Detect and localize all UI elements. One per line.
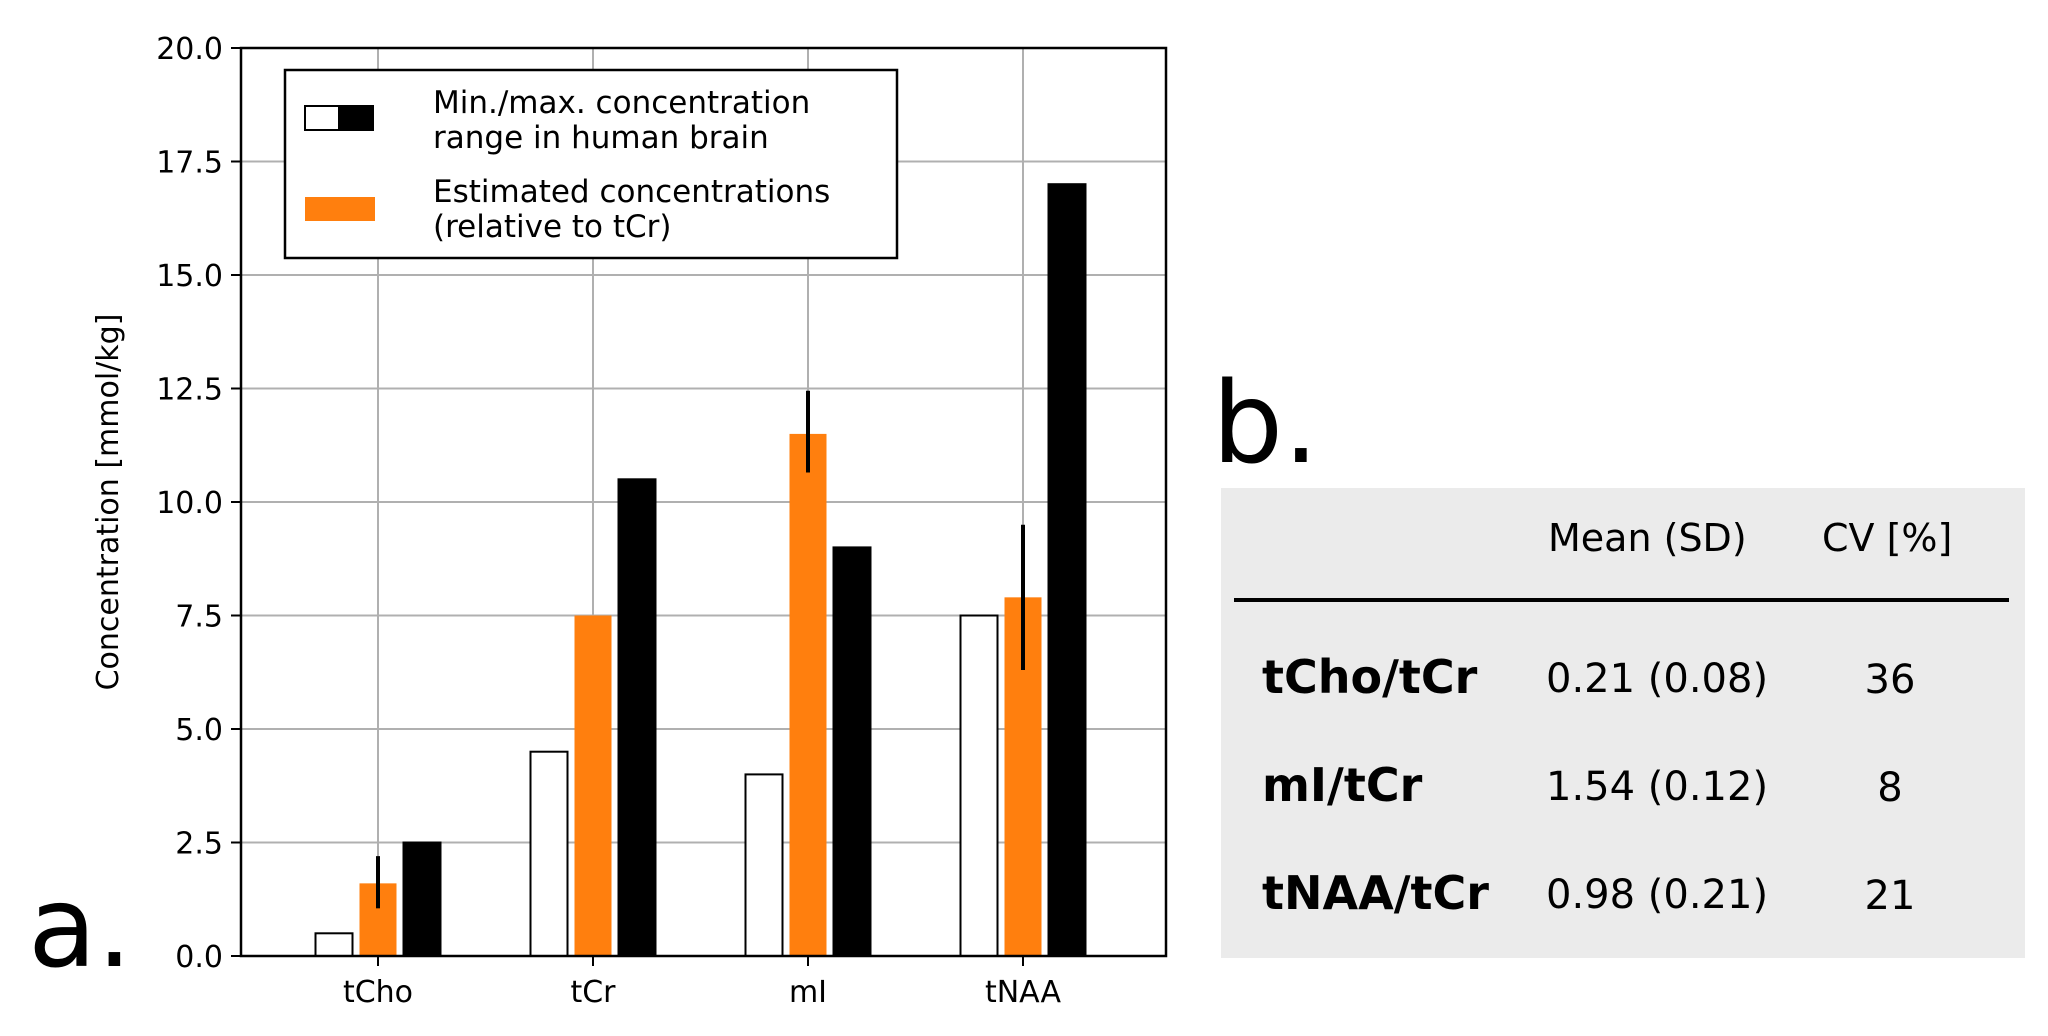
y-tick-label: 7.5 — [175, 600, 223, 635]
panel-label-b: b. — [1212, 359, 1319, 489]
y-tick-label: 12.5 — [156, 373, 223, 408]
x-tick-label: tNAA — [985, 975, 1062, 1010]
bar-max-tcr — [617, 478, 657, 957]
legend: Min./max. concentration range in human b… — [283, 68, 899, 260]
x-tick-label: tCho — [343, 975, 413, 1010]
row-cv-mi: 8 — [1877, 765, 1903, 811]
legend-range-line2: range in human brain — [433, 120, 769, 156]
bar-min-tcho — [314, 932, 354, 957]
x-tick-label: mI — [789, 975, 827, 1010]
row-mean-mi: 1.54 (0.12) — [1546, 764, 1769, 810]
legend-range-line1: Min./max. concentration — [433, 85, 810, 121]
bar-max-mi — [832, 546, 872, 958]
legend-box — [283, 68, 899, 260]
row-cv-tnaa: 21 — [1864, 873, 1916, 919]
y-tick-label: 20.0 — [156, 32, 223, 67]
y-tick-label: 5.0 — [175, 713, 223, 748]
y-tick-label: 2.5 — [175, 827, 223, 862]
row-label-tnaa: tNAA/tCr — [1262, 866, 1489, 920]
row-mean-tnaa: 0.98 (0.21) — [1546, 872, 1769, 918]
y-tick-label: 15.0 — [156, 259, 223, 294]
legend-min-swatch — [304, 105, 340, 131]
bar-max-tnaa — [1047, 183, 1087, 957]
y-tick-label: 10.0 — [156, 486, 223, 521]
row-cv-tcho: 36 — [1864, 657, 1916, 703]
y-axis-label: Concentration [mmol/kg] — [91, 314, 126, 691]
legend-estimated-line1: Estimated concentrations — [433, 174, 830, 210]
stats-table — [1221, 488, 2025, 958]
legend-estimated-line2: (relative to tCr) — [433, 209, 672, 245]
y-tick-label: 0.0 — [175, 940, 223, 975]
legend-max-swatch — [338, 105, 374, 131]
bar-chart: 0.0 2.5 5.0 7.5 10.0 12.5 15.0 17.5 20.0 tCho tCr… — [91, 32, 1168, 1010]
bar-min-tcr — [529, 750, 569, 958]
x-tick-label: tCr — [570, 975, 616, 1010]
header-cv: CV [%] — [1822, 516, 1953, 560]
bar-max-tcho — [402, 841, 442, 957]
bar-estimated-tcr — [574, 615, 612, 956]
row-label-mi: mI/tCr — [1262, 758, 1423, 812]
panel-label-a: a. — [28, 863, 133, 993]
y-tick-label: 17.5 — [156, 146, 223, 181]
bar-estimated-mi — [789, 433, 827, 956]
legend-estimated-swatch — [305, 197, 375, 221]
bar-min-tnaa — [959, 614, 999, 957]
bar-min-mi — [744, 773, 784, 958]
header-mean-sd: Mean (SD) — [1548, 516, 1747, 560]
row-mean-tcho: 0.21 (0.08) — [1546, 656, 1769, 702]
row-label-tcho: tCho/tCr — [1262, 650, 1478, 704]
table-rule — [1234, 598, 2009, 602]
